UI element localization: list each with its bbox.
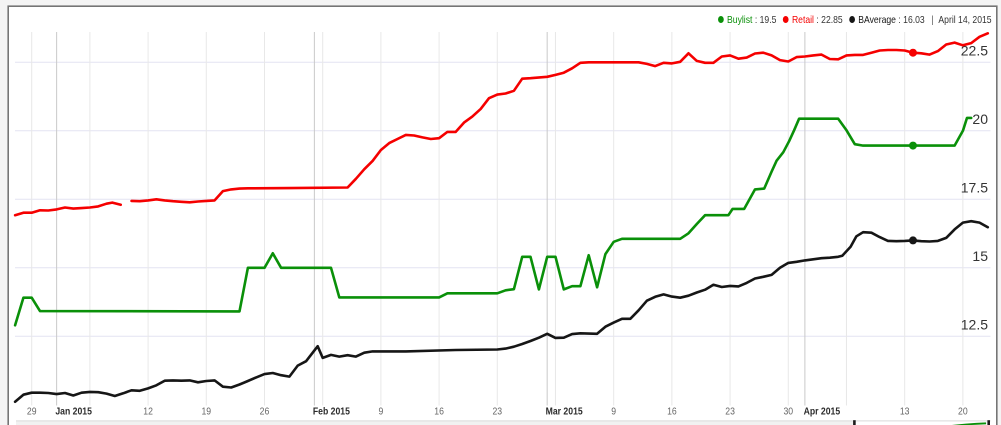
navigator-handle-left[interactable] [853, 420, 856, 425]
x-axis-label-16: 16 [434, 406, 444, 418]
y-axis-label-15: 15 [972, 248, 988, 264]
legend-item-buylist: Buylist : 19.5 [718, 13, 777, 26]
y-axis-labels: 22.5 20 17.5 15 12.5 [961, 42, 988, 332]
x-axis-labels: 29 Jan 2015 12 19 26 Feb 2015 9 16 23 Mar 2015 9 16… [27, 406, 968, 418]
marker-retail [908, 48, 917, 57]
x-axis-label-9: 9 [378, 406, 383, 418]
x-axis-label-Feb-2015: Feb 2015 [313, 406, 350, 418]
chart-frame [7, 5, 998, 425]
y-axis-label-22.5: 22.5 [961, 42, 988, 58]
x-axis-label-12: 12 [143, 406, 153, 418]
y-axis-label-17.5: 17.5 [961, 179, 988, 195]
navigator-handle-right[interactable] [987, 420, 990, 425]
horizontal-gridlines [15, 61, 991, 337]
navigator-strip[interactable] [16, 420, 991, 425]
retail-separator: : [814, 13, 822, 26]
buylist-value: 19.5 [760, 13, 777, 26]
x-axis-label-26: 26 [260, 406, 270, 418]
x-axis-label-Apr-2015: Apr 2015 [804, 406, 841, 418]
baverage-value: 16.03 [903, 13, 926, 26]
y-axis-label-12.5: 12.5 [961, 316, 988, 332]
navigator-mask[interactable] [16, 421, 855, 425]
chart-legend: Buylist : 19.5 Retail : 22.85 BAverage :… [712, 13, 992, 27]
x-axis-label-30: 30 [783, 406, 793, 418]
x-axis-label-16: 16 [667, 406, 677, 418]
buylist-dot-icon [718, 16, 725, 23]
x-axis-label-13: 13 [900, 406, 910, 418]
vertical-gridlines [31, 32, 964, 406]
baverage-dot-icon [849, 16, 856, 23]
retail-value: 22.85 [821, 13, 844, 26]
x-axis-label-29: 29 [27, 406, 37, 418]
marker-baverage [908, 236, 917, 245]
retail-label: Retail [792, 13, 815, 26]
series-line-baverage [13, 219, 990, 404]
legend-item-baverage: BAverage : 16.03 [849, 13, 926, 26]
x-axis-label-Mar-2015: Mar 2015 [546, 406, 583, 418]
series-line-buylist [13, 116, 973, 327]
legend-date: April 14, 2015 [938, 13, 992, 26]
buylist-separator: : [752, 13, 761, 26]
hover-markers [908, 48, 917, 245]
x-axis-label-23: 23 [492, 406, 502, 418]
series-lines [13, 31, 990, 404]
legend-divider: | [931, 13, 934, 26]
x-axis-label-Jan-2015: Jan 2015 [55, 406, 92, 418]
x-axis-label-19: 19 [201, 406, 211, 418]
legend-item-retail: Retail : 22.85 [783, 14, 843, 26]
baverage-separator: : [896, 13, 904, 26]
series-line-retail-seg1 [13, 201, 122, 217]
x-axis-label-20: 20 [958, 406, 968, 418]
y-axis-label-20: 20 [972, 111, 988, 127]
x-axis-label-9: 9 [611, 406, 616, 418]
x-axis-label-23: 23 [725, 406, 735, 418]
series-line-retail-seg2 [130, 31, 990, 204]
retail-dot-icon [783, 16, 790, 23]
marker-buylist [908, 141, 917, 150]
buylist-label: Buylist [727, 13, 753, 26]
baverage-label: BAverage [858, 13, 897, 26]
